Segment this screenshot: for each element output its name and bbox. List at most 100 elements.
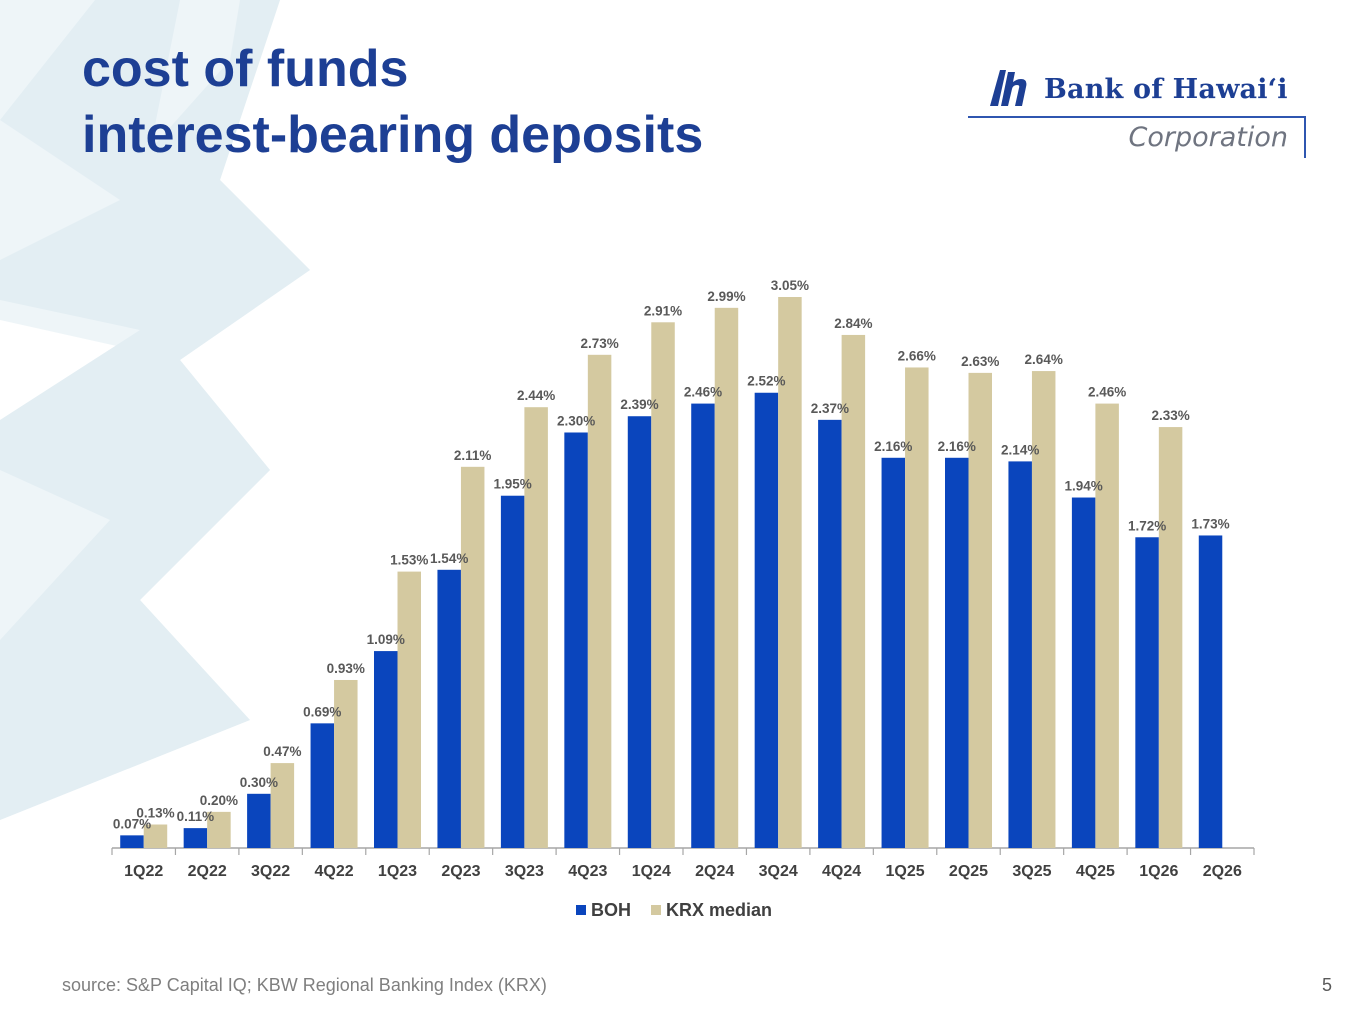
- boh-bar: [564, 432, 588, 848]
- boh-data-label: 2.30%: [557, 413, 595, 428]
- krx-bar: [270, 763, 295, 848]
- legend-label-boh: BOH: [591, 900, 631, 920]
- legend-swatch-boh: [576, 905, 586, 915]
- krx-bar: [334, 679, 358, 848]
- x-tick-label: 3Q22: [251, 863, 290, 880]
- krx-data-label: 3.05%: [771, 278, 809, 293]
- bank-logo-name: Bank of Hawaiʻi: [1044, 74, 1288, 105]
- krx-data-label: 0.47%: [263, 744, 301, 759]
- x-tick-label: 3Q25: [1012, 863, 1051, 880]
- boh-bar: [627, 416, 652, 848]
- krx-bar: [1158, 427, 1183, 848]
- boh-data-label: 0.69%: [303, 704, 341, 719]
- boh-data-label: 2.16%: [874, 439, 912, 454]
- krx-bar: [841, 334, 866, 848]
- x-tick-label: 1Q26: [1139, 863, 1178, 880]
- krx-bar: [778, 297, 802, 848]
- boh-bar: [1135, 537, 1159, 848]
- krx-data-label: 2.46%: [1088, 385, 1126, 400]
- krx-data-label: 2.91%: [644, 303, 682, 318]
- boh-bar: [1071, 497, 1096, 848]
- boh-data-label: 2.16%: [938, 439, 976, 454]
- krx-data-label: 2.73%: [580, 336, 618, 351]
- page-number: 5: [1321, 975, 1332, 995]
- krx-bar: [1031, 371, 1056, 848]
- boh-bar: [120, 835, 144, 848]
- x-tick-label: 2Q22: [188, 863, 227, 880]
- x-tick-label: 3Q23: [505, 863, 544, 880]
- krx-bar: [1095, 403, 1119, 848]
- krx-data-label: 2.11%: [454, 448, 492, 463]
- krx-bar: [460, 466, 485, 848]
- chart-legend: BOH KRX median: [576, 900, 772, 920]
- x-tick-label: 1Q23: [378, 863, 417, 880]
- boh-data-label: 2.52%: [747, 374, 785, 389]
- boh-data-label: 2.37%: [811, 401, 849, 416]
- boh-data-label: 1.94%: [1064, 479, 1102, 494]
- krx-data-label: 1.53%: [390, 553, 428, 568]
- legend-swatch-krx: [651, 905, 661, 915]
- boh-data-label: 0.30%: [240, 775, 278, 790]
- boh-bar: [818, 419, 842, 848]
- krx-bar: [714, 307, 739, 848]
- boh-bar: [374, 651, 398, 848]
- boh-bar: [437, 569, 461, 848]
- boh-bar: [500, 495, 525, 848]
- x-axis-ticks: [111, 848, 1255, 855]
- boh-bar: [691, 403, 715, 848]
- boh-bar: [945, 457, 969, 848]
- logo-divider-horizontal: [968, 116, 1306, 118]
- krx-data-label: 0.20%: [200, 793, 238, 808]
- krx-bar: [651, 322, 675, 848]
- boh-bar: [1198, 535, 1223, 848]
- boh-bar: [183, 828, 208, 848]
- x-tick-label: 4Q25: [1076, 863, 1115, 880]
- krx-data-label: 2.84%: [834, 316, 872, 331]
- x-tick-label: 1Q25: [885, 863, 924, 880]
- krx-data-label: 2.44%: [517, 388, 555, 403]
- boh-data-label: 1.54%: [430, 551, 468, 566]
- x-axis-labels: 1Q22 2Q22 3Q22 4Q22 1Q23 2Q23 3Q23 4Q23 1Q24 2Q24…: [124, 863, 1242, 880]
- krx-data-label: 0.13%: [136, 806, 174, 821]
- krx-bar: [968, 372, 992, 848]
- krx-bar: [524, 407, 548, 848]
- chart-bars: [120, 297, 1223, 848]
- krx-data-label: 2.33%: [1151, 408, 1189, 423]
- x-tick-label: 4Q22: [314, 863, 353, 880]
- krx-data-label: 0.93%: [327, 661, 365, 676]
- krx-data-label: 2.63%: [961, 354, 999, 369]
- krx-data-label: 2.99%: [707, 289, 745, 304]
- x-tick-label: 1Q22: [124, 863, 163, 880]
- boh-data-label: 1.73%: [1191, 516, 1229, 531]
- boh-bar: [881, 457, 906, 848]
- bank-logo-subtitle: Corporation: [1128, 122, 1289, 153]
- boh-bar: [1008, 461, 1032, 848]
- krx-bar: [587, 354, 612, 848]
- boh-data-label: 2.46%: [684, 385, 722, 400]
- bank-logo-mark-icon: [990, 70, 1027, 106]
- boh-bar: [247, 793, 271, 848]
- legend-label-krx: KRX median: [666, 900, 772, 920]
- data-labels: 0.07%0.13% 0.11%0.20%0.30% 0.47% 0.69% 0.93%…: [113, 278, 1230, 831]
- x-tick-label: 1Q24: [632, 863, 671, 880]
- boh-data-label: 2.39%: [620, 397, 658, 412]
- krx-bar: [905, 367, 929, 848]
- x-tick-label: 2Q26: [1203, 863, 1242, 880]
- krx-data-label: 2.66%: [898, 348, 936, 363]
- krx-bar: [207, 811, 231, 848]
- boh-data-label: 1.95%: [493, 477, 531, 492]
- source-note: source: S&P Capital IQ; KBW Regional Ban…: [62, 975, 547, 995]
- krx-bar: [143, 824, 168, 848]
- krx-bar: [397, 571, 421, 848]
- x-tick-label: 2Q25: [949, 863, 988, 880]
- boh-data-label: 1.72%: [1128, 518, 1166, 533]
- boh-bar: [310, 723, 335, 848]
- x-tick-label: 2Q24: [695, 863, 734, 880]
- title-line-1: cost of funds: [82, 40, 409, 98]
- boh-data-label: 1.09%: [367, 632, 405, 647]
- x-tick-label: 4Q24: [822, 863, 861, 880]
- bank-logo: Bank of Hawaiʻi Corporation: [960, 60, 1320, 170]
- x-tick-label: 4Q23: [568, 863, 607, 880]
